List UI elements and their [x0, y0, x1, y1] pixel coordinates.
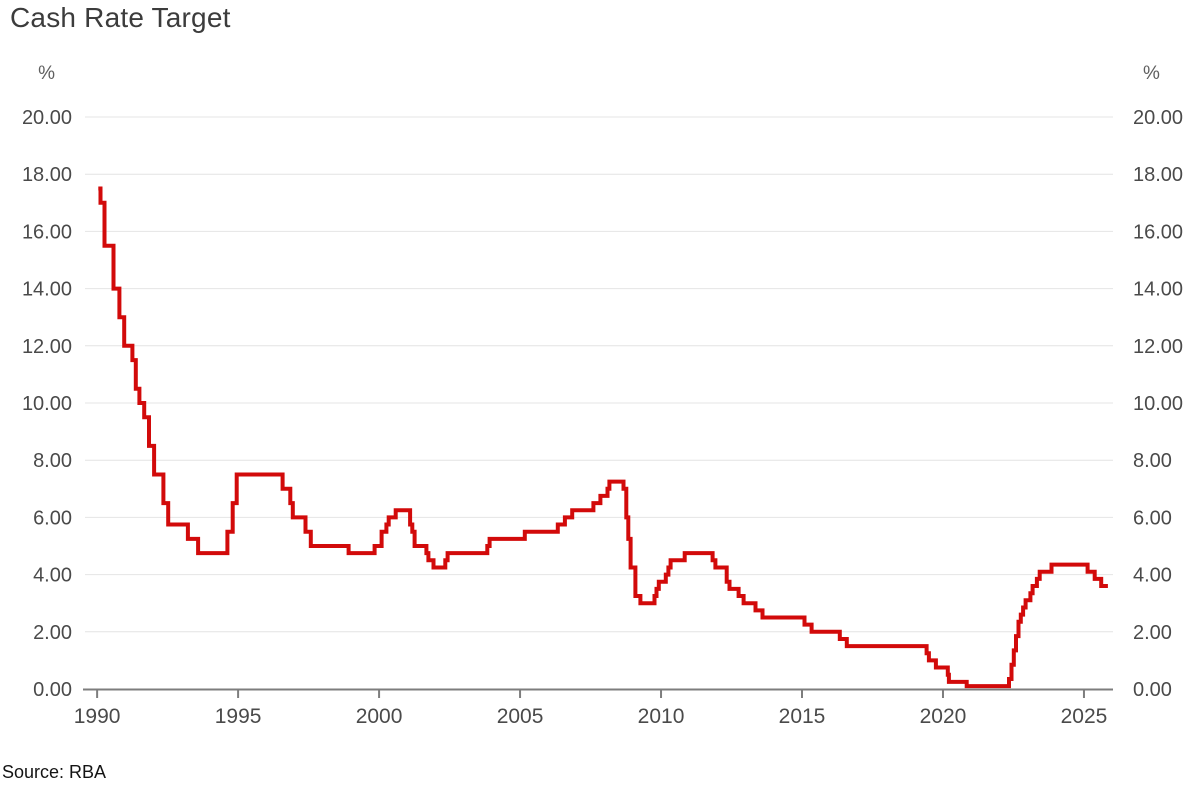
y-axis-label-left: 4.00: [33, 565, 72, 587]
y-axis-label-left: 18.00: [22, 164, 72, 186]
unit-label-left: %: [38, 63, 55, 84]
x-axis-label: 2005: [497, 705, 544, 728]
y-axis-label-left: 8.00: [33, 450, 72, 472]
x-axis-label: 1990: [74, 705, 121, 728]
y-axis-label-left: 0.00: [33, 679, 72, 701]
x-axis-label: 2025: [1061, 705, 1108, 728]
y-axis-label-right: 8.00: [1133, 450, 1172, 472]
y-axis-label-right: 20.00: [1133, 107, 1183, 129]
y-axis-label-right: 18.00: [1133, 164, 1183, 186]
source-label: Source: RBA: [2, 762, 107, 782]
y-axis-label-left: 16.00: [22, 221, 72, 243]
x-axis-label: 1995: [215, 705, 262, 728]
y-axis-label-left: 12.00: [22, 336, 72, 358]
x-axis-label: 2015: [779, 705, 826, 728]
x-axis-label: 2020: [920, 705, 967, 728]
y-axis-label-right: 0.00: [1133, 679, 1172, 701]
y-axis-label-left: 6.00: [33, 507, 72, 529]
rate-line: [98, 186, 1108, 689]
y-axis-label-right: 10.00: [1133, 393, 1183, 415]
x-axis-label: 2010: [638, 705, 685, 728]
y-axis-label-right: 14.00: [1133, 279, 1183, 301]
y-axis-label-left: 20.00: [22, 107, 72, 129]
y-axis-label-right: 6.00: [1133, 507, 1172, 529]
unit-label-right: %: [1143, 63, 1160, 84]
x-axis-label: 2000: [356, 705, 403, 728]
y-axis-label-right: 4.00: [1133, 565, 1172, 587]
y-axis-label-right: 2.00: [1133, 622, 1172, 644]
y-axis-label-left: 14.00: [22, 279, 72, 301]
y-axis-label-left: 10.00: [22, 393, 72, 415]
page-title: Cash Rate Target: [10, 2, 231, 33]
y-axis-label-right: 16.00: [1133, 221, 1183, 243]
y-axis-label-left: 2.00: [33, 622, 72, 644]
y-axis-label-right: 12.00: [1133, 336, 1183, 358]
